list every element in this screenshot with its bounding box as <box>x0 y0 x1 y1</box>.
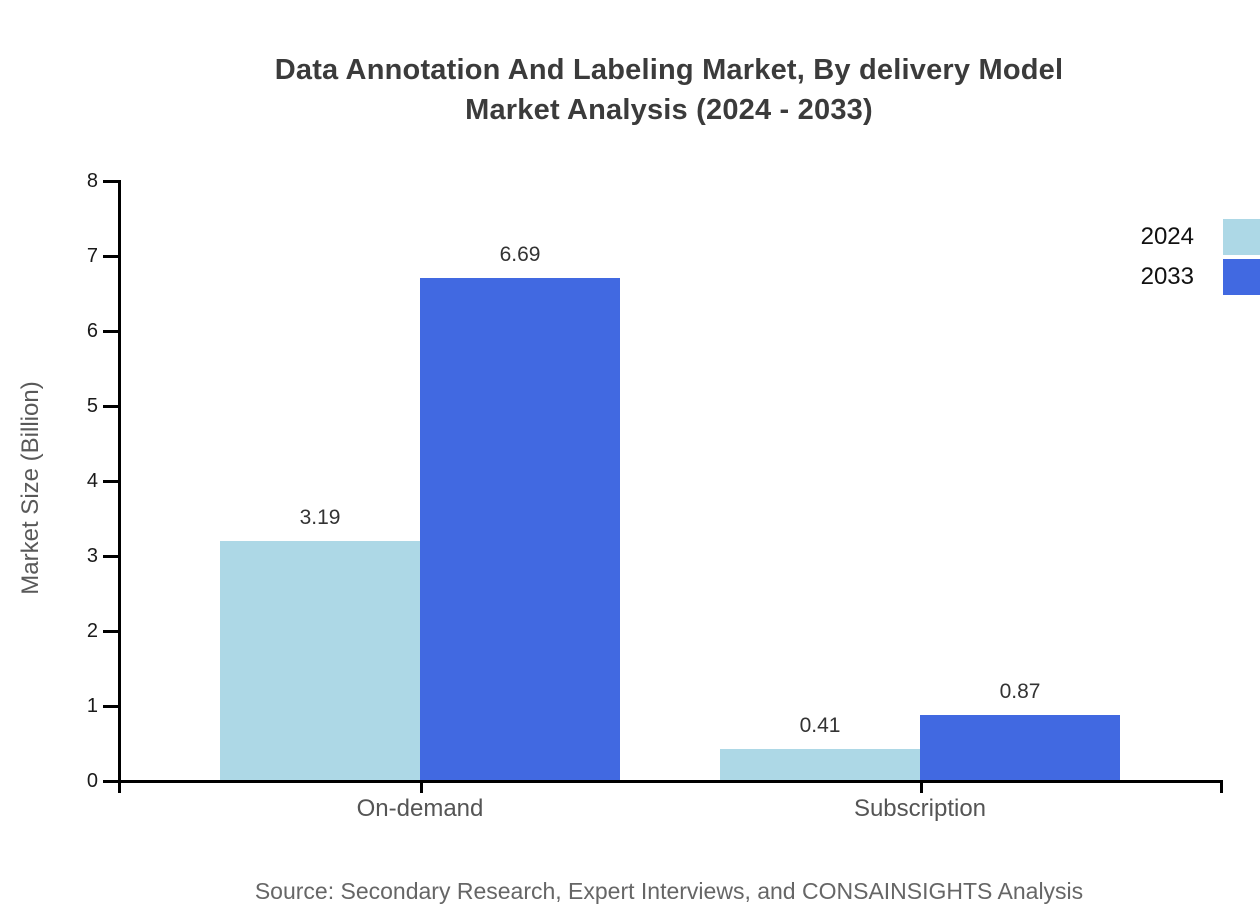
source-note: Source: Secondary Research, Expert Inter… <box>254 878 1084 904</box>
bar-value-label: 0.41 <box>799 714 841 737</box>
bar-subscription-2024 <box>720 749 920 780</box>
chart-title-line1: Data Annotation And Labeling Market, By … <box>274 54 1064 86</box>
legend-item-2024: 2024 <box>1141 219 1260 255</box>
y-tick-label: 6 <box>86 320 98 342</box>
legend: 2024 2033 <box>1141 219 1260 299</box>
bar-value-label: 0.87 <box>999 680 1041 703</box>
y-tick <box>103 630 118 633</box>
y-tick <box>103 555 118 558</box>
legend-item-2033: 2033 <box>1141 259 1260 295</box>
y-tick-label: 0 <box>86 770 98 792</box>
x-tick <box>420 780 423 793</box>
legend-swatch <box>1223 219 1260 255</box>
y-tick-label: 1 <box>86 695 98 717</box>
legend-swatch <box>1223 259 1260 295</box>
x-tick <box>1220 780 1223 793</box>
chart-title: Data Annotation And Labeling Market, By … <box>118 50 1220 130</box>
y-tick <box>103 330 118 333</box>
legend-label: 2033 <box>1140 263 1194 290</box>
bar-on-demand-2033 <box>420 278 620 780</box>
bar-on-demand-2024 <box>220 541 420 780</box>
bar-value-label: 6.69 <box>499 243 541 266</box>
y-tick-label: 3 <box>86 545 98 567</box>
y-tick <box>103 405 118 408</box>
y-tick-label: 4 <box>86 470 98 492</box>
chart-title-line2: Market Analysis (2024 - 2033) <box>465 94 873 126</box>
bar-subscription-2033 <box>920 715 1120 780</box>
x-category-label: Subscription <box>853 795 987 822</box>
y-tick <box>103 255 118 258</box>
y-tick <box>103 705 118 708</box>
y-tick-label: 2 <box>86 620 98 642</box>
y-tick-label: 8 <box>86 170 98 192</box>
y-tick <box>103 180 118 183</box>
x-tick <box>920 780 923 793</box>
x-axis-spine <box>118 780 1221 783</box>
x-category-label: On-demand <box>356 795 484 822</box>
y-tick <box>103 780 118 783</box>
y-tick-label: 5 <box>86 395 98 417</box>
x-tick <box>118 780 121 793</box>
bar-value-label: 3.19 <box>299 506 341 529</box>
y-tick-label: 7 <box>86 245 98 267</box>
legend-label: 2024 <box>1140 223 1194 250</box>
y-tick <box>103 480 118 483</box>
y-axis-spine <box>118 180 121 780</box>
